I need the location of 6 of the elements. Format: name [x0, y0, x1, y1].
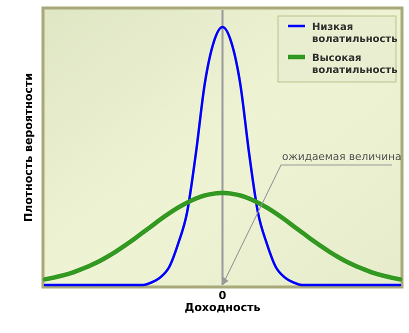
text: 0 [218, 289, 226, 302]
legend-label: Низкая волатильность [312, 22, 398, 45]
y-axis-title: Плотность вероятности [22, 72, 35, 222]
annotation: ожидаемая величина [282, 151, 402, 163]
x-axis-title: Доходность [184, 301, 260, 314]
legend-label: Высокая волатильность [312, 53, 398, 76]
